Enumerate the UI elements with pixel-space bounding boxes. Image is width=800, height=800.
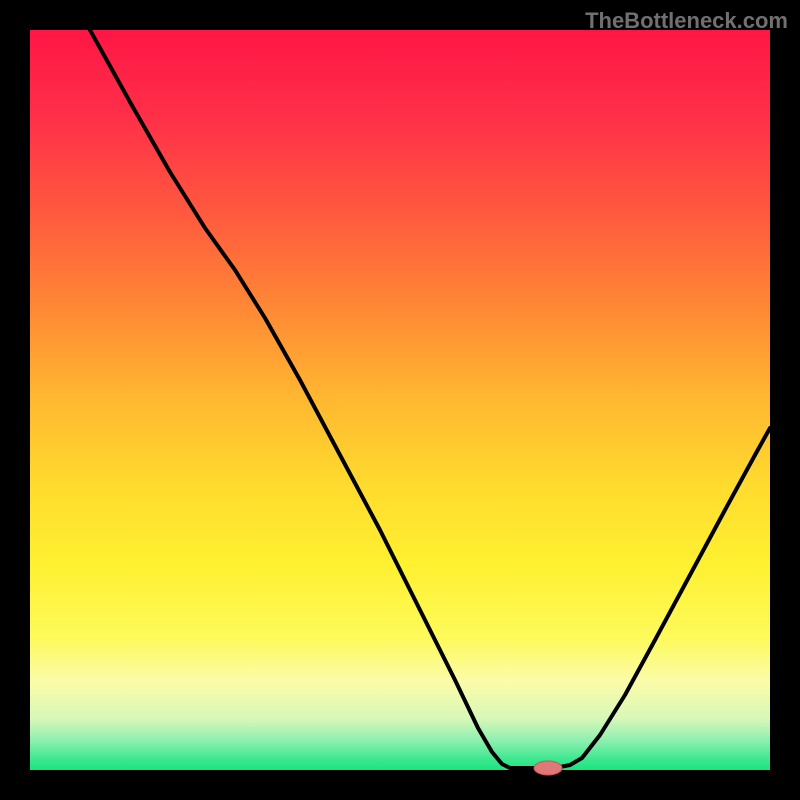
watermark-text: TheBottleneck.com (585, 8, 788, 34)
chart-container: TheBottleneck.com (0, 0, 800, 800)
bottleneck-chart (0, 0, 800, 800)
chart-background (30, 30, 770, 770)
optimal-point-marker (534, 761, 562, 775)
